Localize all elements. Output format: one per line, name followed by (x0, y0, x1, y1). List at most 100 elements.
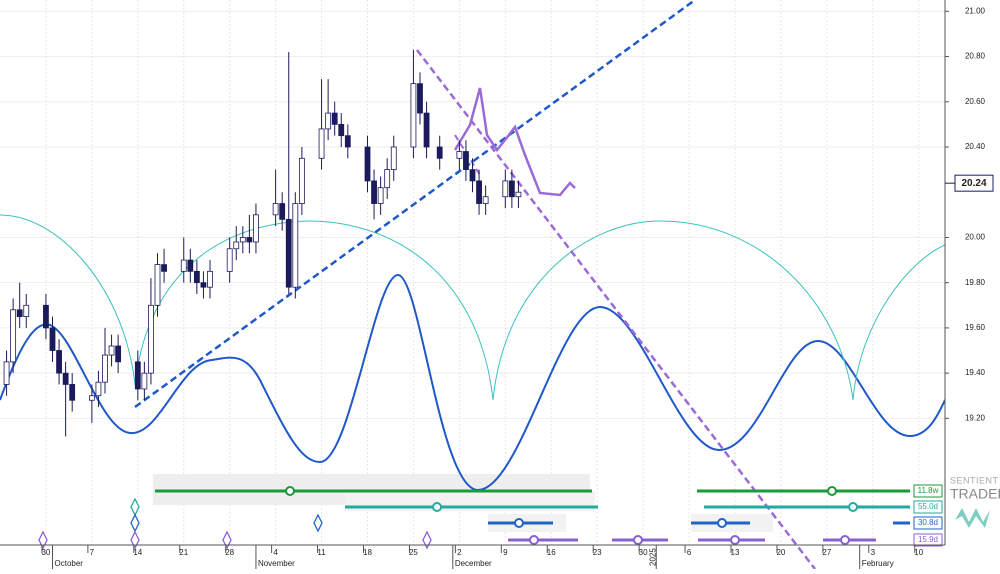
x-tick-label: 13 (731, 548, 740, 557)
cycle-label-box (913, 500, 943, 514)
x-tick-label: 6 (687, 548, 692, 557)
month-label: 2025 (648, 548, 657, 566)
x-tick-label: 21 (179, 548, 188, 557)
candle-body (292, 203, 299, 288)
x-tick-label: 14 (133, 548, 142, 557)
candle-body (436, 146, 443, 159)
y-tick-label: 20.40 (965, 142, 986, 151)
x-tick-label: 3 (871, 548, 876, 557)
candle-body (180, 259, 187, 272)
candle-body (62, 372, 69, 385)
x-tick-label: 10 (914, 548, 923, 557)
cycle-label: 55.0d (918, 502, 938, 511)
candle-body (207, 270, 213, 288)
candle-body (115, 345, 122, 363)
candle-body (148, 304, 154, 374)
x-tick-label: 16 (547, 548, 556, 557)
candle-body (69, 384, 76, 401)
candle-body (384, 169, 391, 189)
candle-body (417, 83, 423, 114)
y-tick-label: 19.20 (965, 413, 986, 422)
candle-body (410, 83, 417, 148)
x-tick-label: 28 (225, 548, 234, 557)
cycle-label: 30.8d (918, 518, 938, 527)
x-tick-label: 2 (457, 548, 462, 557)
candle-body (285, 218, 292, 288)
x-tick-label: 9 (503, 548, 508, 557)
trendline (416, 49, 816, 570)
candle-body (43, 304, 49, 329)
diamonds (38, 497, 432, 550)
x-tick-label: 11 (317, 548, 326, 557)
diamond (130, 530, 140, 550)
diamond (38, 530, 48, 550)
cycle-label: 11.8w (918, 486, 939, 495)
axis: 21.00 20.80 20.60 20.40 20.00 19.80 19.60 19.40… (41, 6, 994, 569)
candle-body (10, 309, 17, 363)
cycle-point (529, 535, 539, 545)
cycle-point (633, 535, 643, 545)
candle-body (508, 180, 515, 198)
cycle-point (285, 486, 295, 496)
x-tick-label: 25 (409, 548, 418, 557)
x-tick-label: 30 (41, 548, 50, 557)
candle-body (161, 264, 167, 272)
candle-body (16, 309, 23, 317)
candles (3, 49, 522, 437)
candle-body (23, 304, 30, 317)
candle-body (239, 237, 246, 243)
x-tick-label: 7 (90, 548, 95, 557)
candle-body (476, 180, 482, 204)
y-tick-label: 20.60 (965, 97, 986, 106)
x-tick-label: 4 (273, 548, 278, 557)
trendline (134, 0, 696, 409)
candle-body (102, 354, 108, 383)
candle-body (318, 128, 325, 159)
candle-body (108, 345, 115, 356)
candle-body (134, 361, 141, 390)
projection (453, 87, 576, 197)
month-label: October (55, 559, 84, 568)
y-tick-label: 20.00 (965, 233, 986, 242)
diamond (422, 530, 432, 550)
x-tick-label: 18 (363, 548, 372, 557)
candle-body (338, 123, 345, 137)
cycle-label: 15.9d (918, 535, 938, 544)
cycle-point (514, 518, 524, 528)
x-tick-label: 27 (822, 548, 831, 557)
candle-body (298, 157, 305, 204)
candle-body (502, 180, 509, 198)
candle-body (515, 191, 522, 198)
candle-body (141, 372, 148, 390)
x-tick-label: 30 (639, 548, 648, 557)
axis-panel (945, 0, 1000, 569)
candle-body (469, 169, 476, 182)
logo-text: TRADER (950, 486, 1000, 502)
candle-body (279, 203, 286, 220)
candle-body (246, 237, 253, 243)
y-tick-label: 20.80 (965, 52, 986, 61)
candle-body (226, 248, 233, 272)
candle-body (49, 327, 56, 351)
candle-body (253, 214, 259, 243)
candle-body (364, 146, 371, 182)
candle-body (331, 112, 338, 125)
cycle-points (285, 486, 858, 545)
y-tick-label: 19.40 (965, 368, 986, 377)
price-label: 20.24 (961, 178, 986, 189)
logo-text: SENTIENT (950, 475, 999, 485)
month-label: February (862, 559, 894, 568)
candle-body (482, 196, 489, 204)
candle-body (187, 259, 194, 272)
month-label: December (455, 559, 492, 568)
x-tick-label: 20 (776, 548, 785, 557)
cycle-point (730, 535, 740, 545)
cycle-point (432, 502, 442, 512)
cycle-labels: 11.8w 55.0d 30.8d 15.9d (913, 484, 943, 547)
candle-body (200, 282, 207, 288)
cycle-point (840, 535, 850, 545)
candle-body (95, 381, 102, 397)
candle-body (456, 151, 463, 159)
